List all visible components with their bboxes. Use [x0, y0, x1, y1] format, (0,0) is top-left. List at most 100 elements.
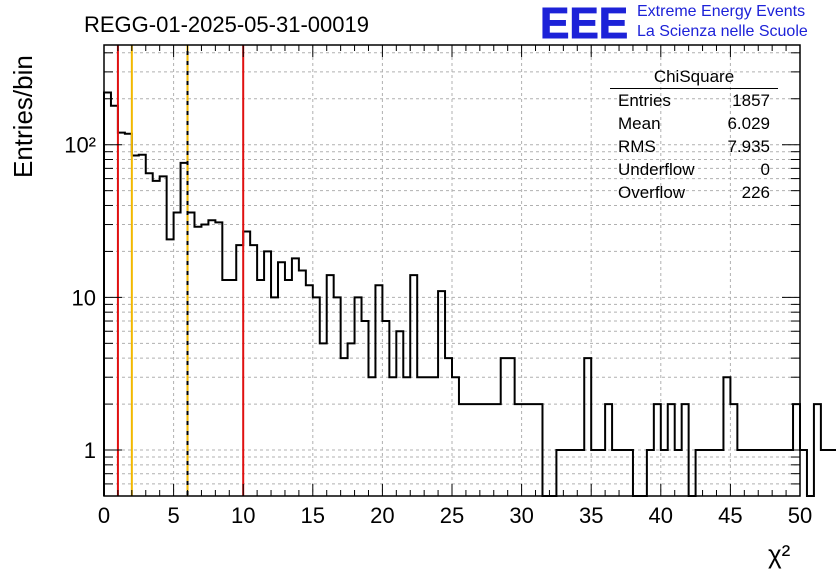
stats-label: Mean: [618, 114, 661, 133]
histogram-bin: [348, 343, 355, 496]
x-axis-label: χ²: [768, 539, 791, 569]
histogram-bin: [494, 404, 501, 496]
x-tick-label: 5: [167, 503, 179, 528]
logo-text: Extreme Energy Events La Scienza nelle S…: [637, 2, 808, 42]
histogram-bin: [591, 450, 598, 496]
x-tick-label: 0: [98, 503, 110, 528]
histogram-bin: [828, 450, 835, 496]
histogram-bin: [181, 163, 188, 496]
histogram-bin: [327, 275, 334, 496]
histogram-bin: [201, 225, 208, 496]
histogram-bin: [153, 181, 160, 496]
histogram-bin: [417, 377, 424, 496]
histogram-bin: [612, 450, 619, 496]
y-tick-label: 10: [72, 285, 96, 310]
histogram-bin: [194, 227, 201, 496]
histogram-bin: [515, 404, 522, 496]
histogram-bin: [730, 404, 737, 496]
histogram-bin: [292, 258, 299, 496]
histogram-bin: [779, 450, 786, 496]
logo-letters: EEE: [540, 2, 628, 42]
histogram-bin: [271, 297, 278, 496]
histogram-bin: [529, 404, 536, 496]
histogram-bin: [236, 245, 243, 496]
histogram-bin: [480, 404, 487, 496]
histogram-bin: [584, 358, 591, 496]
stats-value: 1857: [732, 91, 770, 110]
x-tick-label: 30: [509, 503, 533, 528]
histogram-bin: [132, 155, 139, 496]
histogram-bin: [146, 173, 153, 496]
stats-label: Entries: [618, 91, 671, 110]
stats-row-rms: RMS 7.935: [610, 135, 778, 158]
histogram-bin: [598, 450, 605, 496]
histogram-bin: [577, 450, 584, 496]
histogram-bin: [522, 404, 529, 496]
histogram-bin: [278, 262, 285, 496]
histogram-bin: [654, 404, 661, 496]
histogram-bin: [111, 106, 118, 496]
histogram-bin: [710, 450, 717, 496]
histogram-bin: [125, 134, 132, 496]
stats-label: RMS: [618, 137, 656, 156]
stats-row-underflow: Underflow 0: [610, 158, 778, 181]
histogram-bin: [473, 404, 480, 496]
stats-row-overflow: Overflow 226: [610, 181, 778, 204]
histogram-bin: [563, 450, 570, 496]
histogram-bin: [382, 321, 389, 496]
histogram-bin: [403, 377, 410, 496]
histogram-bin: [661, 450, 668, 496]
histogram-bin: [675, 450, 682, 496]
y-axis-label: Entries/bin: [8, 55, 38, 178]
logo-line1: Extreme Energy Events: [637, 3, 806, 20]
histogram-bin: [570, 450, 577, 496]
histogram-bin: [222, 280, 229, 496]
plot-title: REGG-01-2025-05-31-00019: [84, 12, 369, 37]
histogram-bin: [424, 377, 431, 496]
histogram-bin: [362, 321, 369, 496]
histogram-bin: [682, 404, 689, 496]
histogram-bin: [341, 358, 348, 496]
histogram-bin: [501, 358, 508, 496]
stats-value: 7.935: [727, 137, 770, 156]
histogram-bin: [208, 220, 215, 496]
histogram-bin: [438, 291, 445, 496]
histogram-bin: [313, 297, 320, 496]
histogram-bin: [306, 285, 313, 496]
histogram-bin: [556, 450, 563, 496]
histogram-bin: [368, 377, 375, 496]
histogram-bin: [508, 358, 515, 496]
histogram-bin: [299, 271, 306, 497]
x-tick-labels: 0 5 10 15 20 25 30 35 40 45 50: [98, 503, 812, 528]
histogram-bin: [320, 343, 327, 496]
histogram-bin: [821, 450, 828, 496]
histogram-bin: [104, 92, 111, 496]
histogram-bin: [487, 404, 494, 496]
histogram-bin: [174, 212, 181, 496]
histogram-bin: [410, 275, 417, 496]
histogram-bin: [605, 404, 612, 496]
histogram-bin: [723, 377, 730, 496]
histogram-bin: [250, 245, 257, 496]
x-tick-label: 10: [231, 503, 255, 528]
histogram-bin: [375, 285, 382, 496]
histogram-bin: [118, 133, 125, 496]
histogram-bin: [139, 155, 146, 496]
histogram-bin: [257, 280, 264, 496]
x-tick-label: 45: [718, 503, 742, 528]
histogram-bin: [716, 450, 723, 496]
histogram-bin: [445, 358, 452, 496]
histogram-bin: [765, 450, 772, 496]
x-tick-label: 20: [370, 503, 394, 528]
histogram-bin: [167, 239, 174, 496]
histogram-bin: [668, 404, 675, 496]
histogram-bin: [814, 404, 821, 496]
histogram-bin: [355, 297, 362, 496]
histogram-bin: [751, 450, 758, 496]
histogram-bin: [160, 176, 167, 496]
histogram-bin: [229, 280, 236, 496]
histogram-bin: [452, 377, 459, 496]
x-tick-label: 15: [301, 503, 325, 528]
x-tick-label: 25: [440, 503, 464, 528]
y-tick-labels: 1 10 10²: [64, 133, 96, 463]
